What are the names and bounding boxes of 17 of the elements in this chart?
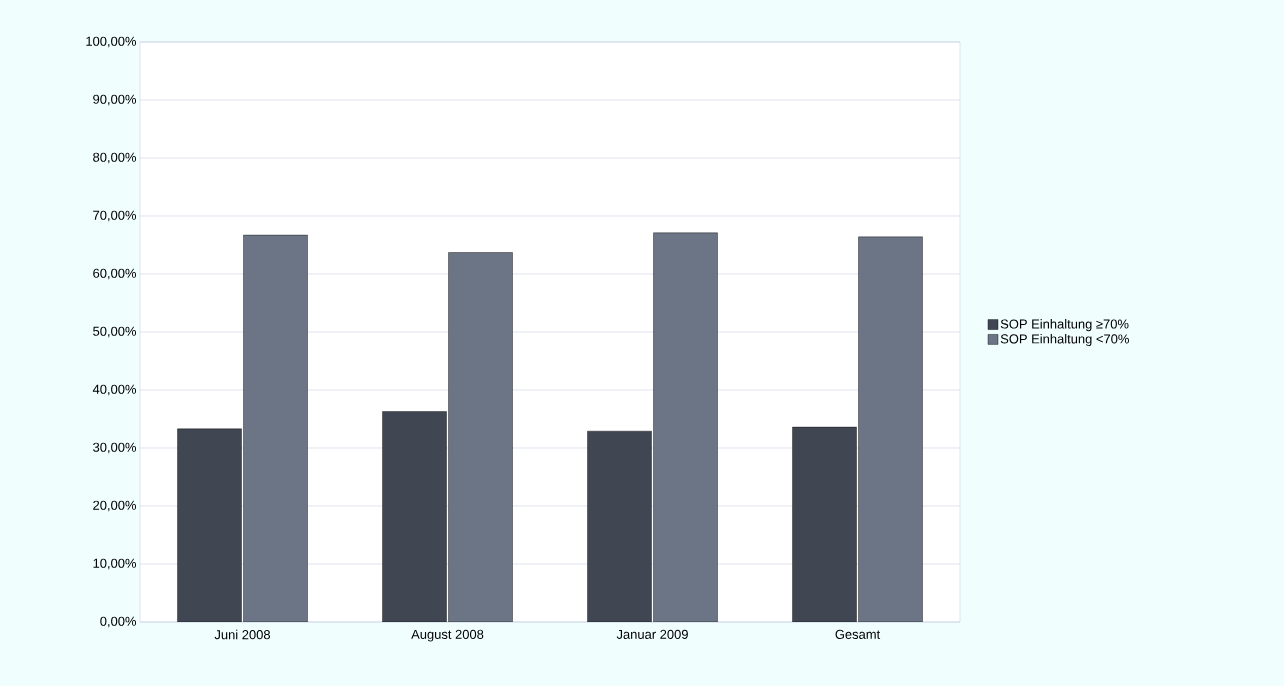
legend-label: SOP Einhaltung <70% <box>1000 333 1129 347</box>
y-tick-label: 90,00% <box>93 94 137 106</box>
y-tick-label: 20,00% <box>93 500 137 512</box>
y-tick-label: 30,00% <box>93 442 137 454</box>
y-tick-label: 60,00% <box>93 268 137 280</box>
legend-label: SOP Einhaltung ≥70% <box>1000 319 1129 332</box>
y-tick-label: 50,00% <box>93 326 137 338</box>
x-tick-label: Gesamt <box>835 629 881 639</box>
y-tick-label: 70,00% <box>93 210 137 222</box>
x-tick-label: August 2008 <box>411 629 484 642</box>
y-tick-label: 100,00% <box>86 36 137 48</box>
x-tick-label: Januar 2009 <box>616 629 688 639</box>
y-tick-label: 40,00% <box>92 384 137 396</box>
y-tick-label: 10,00% <box>93 558 137 570</box>
y-tick-label: 0,00% <box>100 616 137 628</box>
x-tick-label: Juni 2008 <box>214 629 271 640</box>
y-tick-label: 80,00% <box>93 152 137 164</box>
